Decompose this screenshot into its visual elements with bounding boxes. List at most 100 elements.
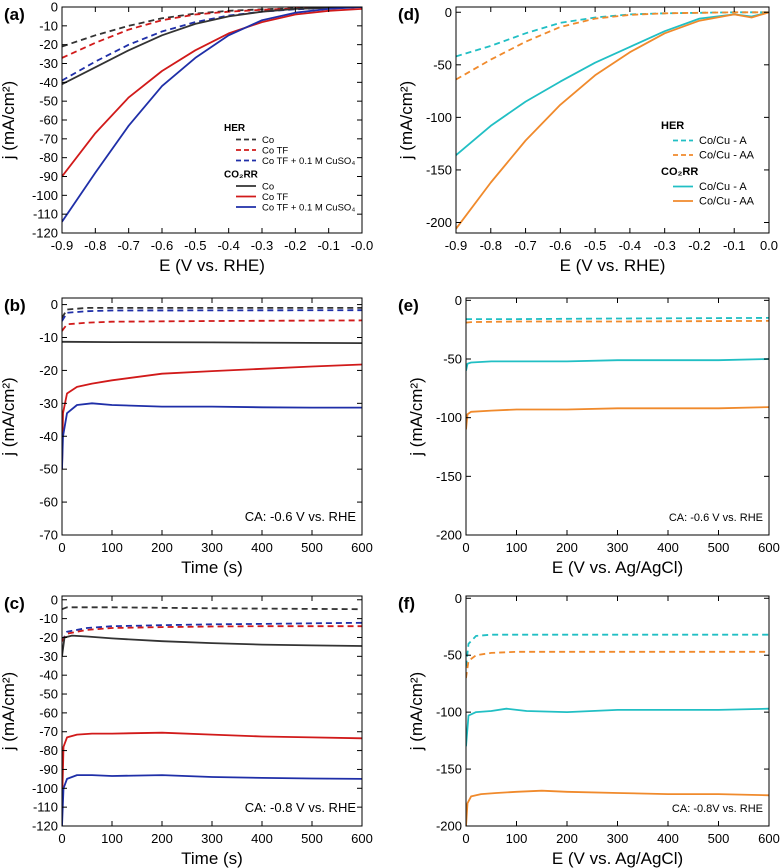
annotation: CA: -0.6 V vs. RHE (669, 512, 763, 524)
y-tick-label: -30 (39, 649, 58, 664)
series-line (62, 7, 362, 59)
annotation: CA: -0.6 V vs. RHE (245, 509, 357, 524)
x-tick-label: 500 (708, 540, 730, 555)
x-tick-label: 400 (657, 831, 679, 846)
series-group (456, 11, 769, 230)
x-tick-label: 0 (462, 540, 469, 555)
series-line (62, 363, 362, 470)
series-line (62, 309, 362, 322)
x-tick-label: 200 (151, 540, 173, 555)
series-line (466, 406, 769, 430)
series-line (62, 307, 362, 319)
legend-label: Co (262, 182, 274, 193)
series-line (62, 731, 362, 808)
panel-d: (d) -0.9 -0.8 -0.7 -0.6 -0.5 -0.4 -0.3 -0.2 -0.1 0… (397, 5, 778, 275)
legend-label: Co TF (262, 146, 288, 157)
x-tick-label: -0.4 (217, 238, 239, 253)
x-tick-label: 200 (151, 831, 173, 846)
plot-frame (61, 595, 363, 827)
series-line (466, 358, 769, 371)
x-tick-label: 200 (556, 540, 578, 555)
y-tick-label: 0 (51, 592, 58, 607)
y-tick-label: 0 (455, 591, 462, 606)
y-tick-label: -50 (39, 687, 58, 702)
plot-frame (465, 297, 770, 536)
x-tick-label: 600 (758, 831, 780, 846)
y-tick-label: -150 (436, 469, 462, 484)
y-tick-label: -150 (436, 762, 462, 777)
x-axis-label: Time (s) (181, 849, 243, 868)
series-group (62, 307, 362, 470)
y-tick-label: -90 (39, 169, 58, 184)
panel-label: (b) (4, 296, 26, 315)
y-tick-label: -200 (436, 528, 462, 543)
y-tick-label: -200 (426, 215, 452, 230)
x-tick-label: -0.9 (51, 238, 73, 253)
x-tick-label: -0.6 (151, 238, 173, 253)
series-line (456, 11, 769, 156)
y-tick-label: -80 (39, 150, 58, 165)
series-line (62, 340, 362, 344)
x-tick-label: -0.5 (584, 238, 606, 253)
series-line (62, 625, 362, 642)
x-tick-label: 300 (607, 540, 629, 555)
legend-group-title: CO₂RR (661, 166, 698, 178)
y-tick-label: 0 (455, 293, 462, 308)
y-tick-label: -50 (443, 648, 462, 663)
y-tick-label: -100 (426, 110, 452, 125)
series-line (62, 7, 362, 86)
y-tick-label: 0 (51, 0, 58, 15)
x-tick-label: 100 (101, 540, 123, 555)
y-tick-label: -40 (39, 429, 58, 444)
legend-label: Co/Cu - AA (699, 196, 755, 208)
x-tick-label: 300 (201, 831, 223, 846)
x-tick-label: 200 (556, 831, 578, 846)
y-tick-label: -20 (39, 37, 58, 52)
y-tick-label: -70 (39, 131, 58, 146)
x-tick-label: -0.8 (84, 238, 106, 253)
plot-frame (455, 6, 770, 234)
y-tick-label: -50 (39, 462, 58, 477)
panel-a: (a)-0.9 -0.8 -0.7 -0.6 -0.5 -0.4 -0.3 -0.2 -0.1-… (0, 0, 373, 275)
y-tick-label: -100 (436, 410, 462, 425)
series-line (466, 320, 769, 324)
legend-group-title: CO₂RR (224, 170, 259, 181)
y-tick-label: -60 (39, 495, 58, 510)
x-tick-label: -0.7 (514, 238, 536, 253)
x-tick-label: 600 (758, 540, 780, 555)
panel-label: (f) (398, 594, 415, 613)
y-tick-label: -10 (39, 330, 58, 345)
x-tick-label: -0.9 (445, 238, 467, 253)
x-tick-label: -0.8 (480, 238, 502, 253)
y-tick-label: -120 (32, 819, 58, 834)
x-tick-label: 0 (462, 831, 469, 846)
y-tick-label: -10 (39, 611, 58, 626)
series-line (62, 7, 362, 223)
y-axis-label: j (mA/cm²) (407, 377, 426, 456)
x-axis-label: E (V vs. RHE) (560, 256, 666, 275)
y-tick-label: -10 (39, 18, 58, 33)
y-tick-label: -70 (39, 724, 58, 739)
y-tick-label: -200 (436, 819, 462, 834)
y-tick-label: -100 (436, 705, 462, 720)
annotation: CA: -0.8 V vs. RHE (245, 800, 357, 815)
x-tick-label: 500 (301, 540, 323, 555)
x-tick-label: 600 (351, 831, 373, 846)
legend-label: Co TF + 0.1 M CuSO₄ (262, 156, 355, 167)
x-tick-label: 100 (506, 540, 528, 555)
series-line (456, 11, 769, 81)
panel-label: (a) (4, 5, 25, 24)
panel-label: (d) (398, 5, 420, 24)
series-line (62, 634, 362, 657)
series-line (62, 402, 362, 470)
x-tick-label: -0.5 (184, 238, 206, 253)
series-line (456, 11, 769, 58)
y-tick-label: -100 (32, 188, 58, 203)
y-axis-label: j (mA/cm²) (0, 81, 18, 160)
y-tick-label: -30 (39, 396, 58, 411)
y-tick-label: -100 (32, 781, 58, 796)
series-line (466, 633, 769, 667)
y-tick-label: -80 (39, 743, 58, 758)
